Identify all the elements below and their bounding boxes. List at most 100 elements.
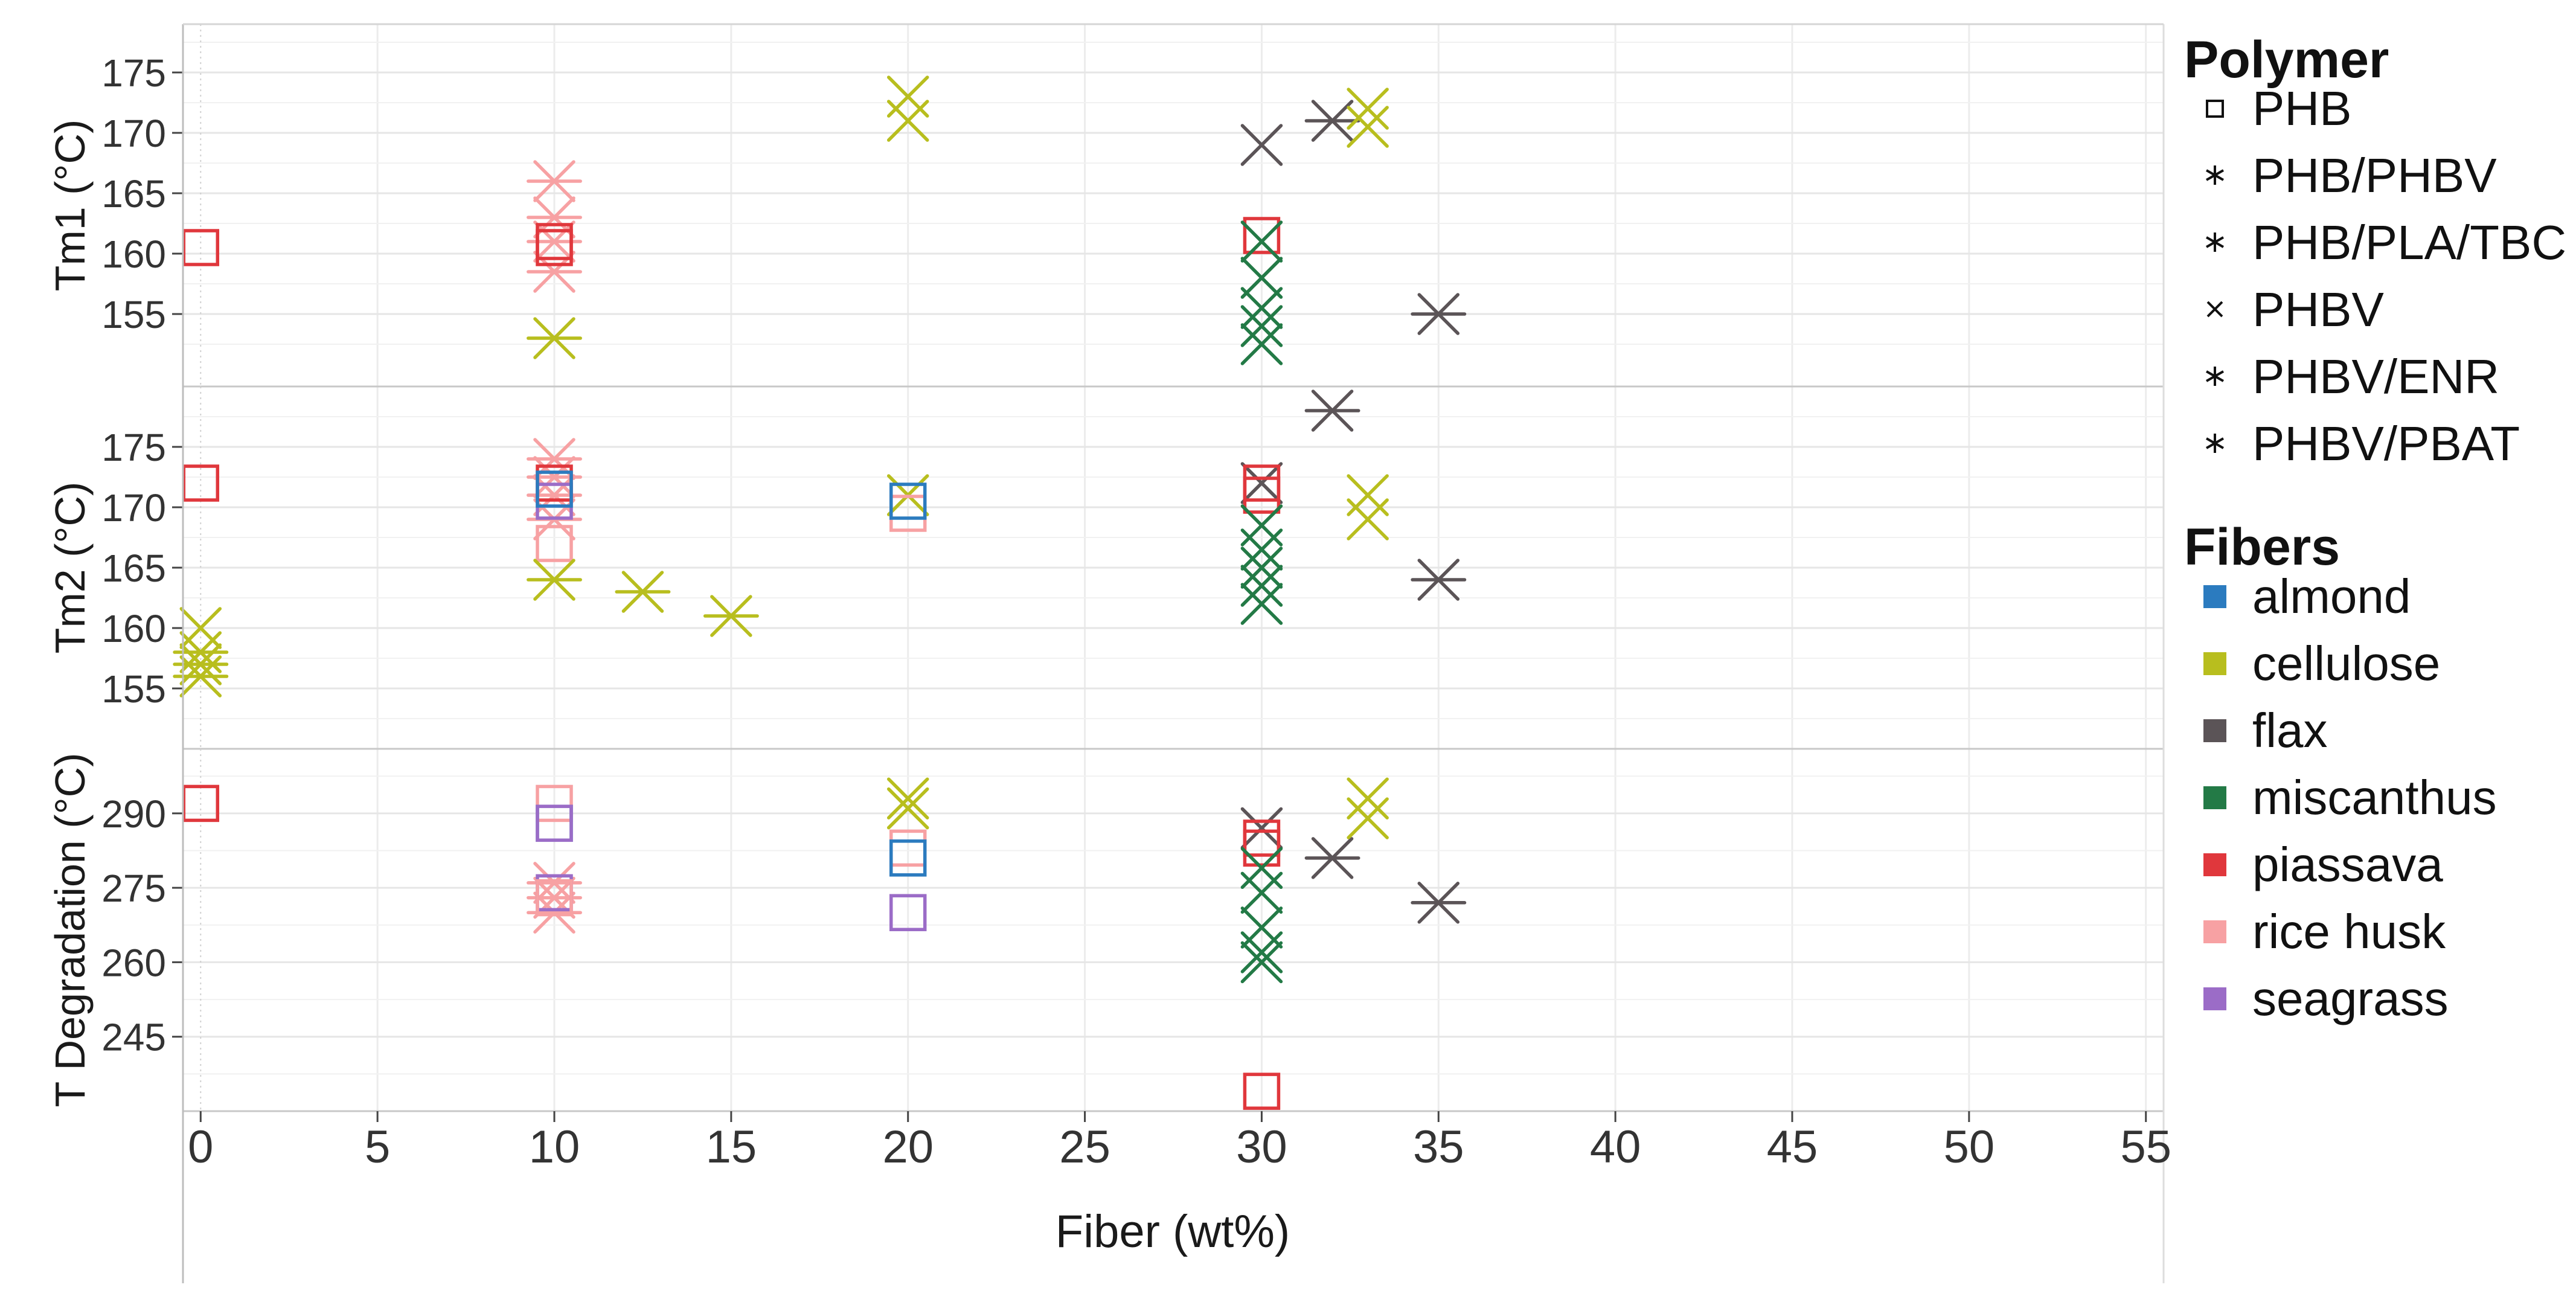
- data-point-square: [1243, 1073, 1281, 1110]
- x-tick-label: 35: [1413, 1121, 1464, 1173]
- x-tick-label: 15: [706, 1121, 757, 1173]
- legend-fiber-item: seagrass: [2203, 972, 2449, 1025]
- data-point-square: [1243, 476, 1281, 514]
- data-point-square: [536, 229, 573, 266]
- legend-fiber-item: piassava: [2203, 838, 2443, 891]
- y-tick-label: 260: [101, 941, 166, 984]
- data-point-cross: [1240, 583, 1283, 625]
- legend-color-swatch: [2203, 853, 2226, 876]
- legend-fiber-item: rice husk: [2203, 905, 2446, 958]
- legend-polymer-item: PHB/PHBV: [2206, 149, 2497, 202]
- legend-polymer-label: PHB/PHBV: [2252, 149, 2497, 202]
- data-point-star: [527, 317, 582, 359]
- x-tick-label: 25: [1059, 1121, 1110, 1173]
- legend-fiber-label: miscanthus: [2252, 771, 2497, 824]
- y-tick-label: 165: [101, 172, 166, 216]
- legend-polymer-item: PHB: [2206, 82, 2352, 135]
- data-point-cross: [1240, 871, 1283, 914]
- data-point-square: [536, 525, 573, 562]
- y-tick-label: 155: [101, 293, 166, 336]
- y-tick-label: 245: [101, 1016, 166, 1059]
- y-tick-label: 165: [101, 547, 166, 590]
- legend-fiber-label: rice husk: [2252, 905, 2446, 958]
- legend-color-swatch: [2203, 987, 2226, 1010]
- legend-square-icon: [2206, 100, 2224, 118]
- data-point-cross: [1347, 777, 1389, 819]
- data-point-star: [1304, 100, 1360, 142]
- data-point-star: [1304, 390, 1360, 432]
- y-tick-label: 175: [101, 426, 166, 469]
- legend-fiber-label: seagrass: [2252, 972, 2449, 1025]
- data-point-square: [536, 879, 573, 917]
- y-tick-label: 170: [101, 112, 166, 155]
- data-point-square: [1243, 217, 1281, 254]
- x-tick-label: 5: [365, 1121, 390, 1173]
- legend-fiber-item: almond: [2203, 569, 2411, 623]
- x-tick-label: 0: [188, 1121, 213, 1173]
- y-axis-label: Tm2 (°C): [46, 482, 94, 654]
- x-tick-label: 55: [2120, 1121, 2171, 1173]
- data-point-cross: [1240, 257, 1283, 299]
- x-tick-label: 45: [1767, 1121, 1818, 1173]
- legend-polymer-item: PHBV/PBAT: [2206, 417, 2520, 470]
- y-tick-label: 170: [101, 486, 166, 530]
- legend-polymer-label: PHBV/ENR: [2252, 350, 2499, 403]
- data-point-square: [1243, 829, 1281, 867]
- legend-star-icon: [2206, 165, 2224, 185]
- data-point-cross: [886, 100, 929, 142]
- y-axis-label: Tm1 (°C): [46, 120, 94, 292]
- legend-polymer-label: PHBV: [2252, 283, 2384, 336]
- legend: Polymer Fibers PHBPHB/PHBVPHB/PLA/TBCPHB…: [2184, 31, 2566, 1025]
- legend-fiber-item: miscanthus: [2203, 771, 2497, 824]
- data-point-cross: [1240, 124, 1283, 166]
- y-tick-label: 155: [101, 667, 166, 711]
- x-axis-label: Fiber (wt%): [1056, 1206, 1290, 1257]
- legend-fibers-title: Fibers: [2184, 518, 2340, 576]
- x-axis: Fiber (wt%) 0 5 10 15 20 25 30 35 40 45 50 55: [182, 23, 2171, 1283]
- data-point-cross: [1240, 565, 1283, 607]
- legend-color-swatch: [2203, 920, 2226, 943]
- legend-color-swatch: [2203, 786, 2226, 809]
- y-tick-label: 290: [101, 792, 166, 836]
- legend-fiber-label: flax: [2252, 704, 2328, 757]
- y-tick-label: 275: [101, 867, 166, 910]
- data-point-star: [1304, 837, 1360, 879]
- x-tick-label: 50: [1944, 1121, 1995, 1173]
- y-tick-label: 175: [101, 51, 166, 95]
- data-point-cross: [886, 777, 929, 819]
- data-point-cross: [1240, 287, 1283, 329]
- legend-polymers: PHB PHB/PHBV PHB/PLA/TBC PHBV PHBV/ENR PHBV/P…: [2206, 82, 2566, 470]
- data-point-cross: [1347, 106, 1389, 148]
- data-point-cross: [1240, 220, 1283, 263]
- legend-cross-icon: [2206, 301, 2223, 318]
- legend-polymer-item: PHBV/ENR: [2206, 350, 2499, 403]
- data-point-cross: [1240, 305, 1283, 347]
- legend-polymer-label: PHB: [2252, 82, 2352, 135]
- x-tick-label: 40: [1590, 1121, 1641, 1173]
- legend-color-swatch: [2203, 719, 2226, 742]
- data-point-cross: [1240, 931, 1283, 973]
- x-ticks: 0 5 10 15 20 25 30 35 40 45 50 55: [188, 1111, 2171, 1173]
- legend-fibers: almond cellulose flax miscanthus piassava ric…: [2203, 569, 2497, 1025]
- data-point-star: [527, 559, 582, 601]
- y-axis-label: T Degradation (°C): [46, 753, 94, 1108]
- data-point-cross: [1240, 462, 1283, 504]
- legend-fiber-item: cellulose: [2203, 636, 2440, 690]
- data-point-cross: [1240, 323, 1283, 365]
- data-point-star: [1411, 882, 1467, 924]
- data-point-star: [1411, 559, 1467, 601]
- data-point-square: [889, 839, 927, 877]
- data-point-cross: [1240, 528, 1283, 571]
- x-tick-label: 20: [882, 1121, 934, 1173]
- data-point-cross: [1347, 88, 1389, 130]
- legend-fiber-label: almond: [2252, 569, 2411, 623]
- panel-points: [182, 777, 1467, 1110]
- y-tick-label: 160: [101, 232, 166, 276]
- panel-points: [173, 390, 1467, 697]
- data-point-square: [536, 804, 573, 842]
